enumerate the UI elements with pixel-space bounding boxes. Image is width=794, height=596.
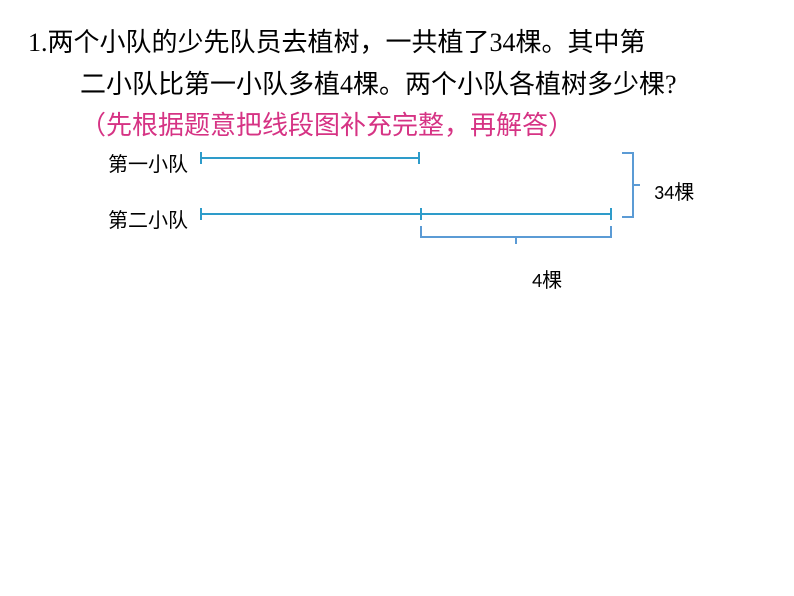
problem-number: 1. — [28, 28, 48, 57]
team2-line — [200, 213, 612, 215]
total-label: 34棵 — [654, 176, 694, 205]
team2-bar — [200, 208, 612, 220]
total-bracket — [622, 152, 636, 218]
problem-line2: 二小队比第一小队多植4棵。两个小队各植树多少棵? — [28, 64, 768, 106]
team2-tick-left — [200, 208, 202, 220]
team1-label: 第一小队 — [108, 148, 188, 177]
line-diagram: 第一小队 第二小队 34棵 4棵 — [0, 148, 794, 348]
diff-label: 4棵 — [532, 264, 562, 293]
team2-label: 第二小队 — [108, 204, 188, 233]
problem-line1: 两个小队的少先队员去植树，一共植了34棵。其中第 — [48, 28, 646, 57]
diff-bracket — [420, 226, 612, 240]
team1-line — [200, 157, 420, 159]
team1-tick-right — [418, 152, 420, 164]
diff-bracket-tip — [515, 238, 517, 244]
problem-instruction: （先根据题意把线段图补充完整，再解答） — [28, 105, 768, 147]
team2-tick-right — [610, 208, 612, 220]
team2-tick-mid — [420, 208, 422, 220]
team1-tick-left — [200, 152, 202, 164]
team1-bar — [200, 152, 420, 164]
problem-text: 1.两个小队的少先队员去植树，一共植了34棵。其中第 二小队比第一小队多植4棵。… — [28, 22, 768, 147]
total-bracket-tip — [634, 184, 640, 186]
